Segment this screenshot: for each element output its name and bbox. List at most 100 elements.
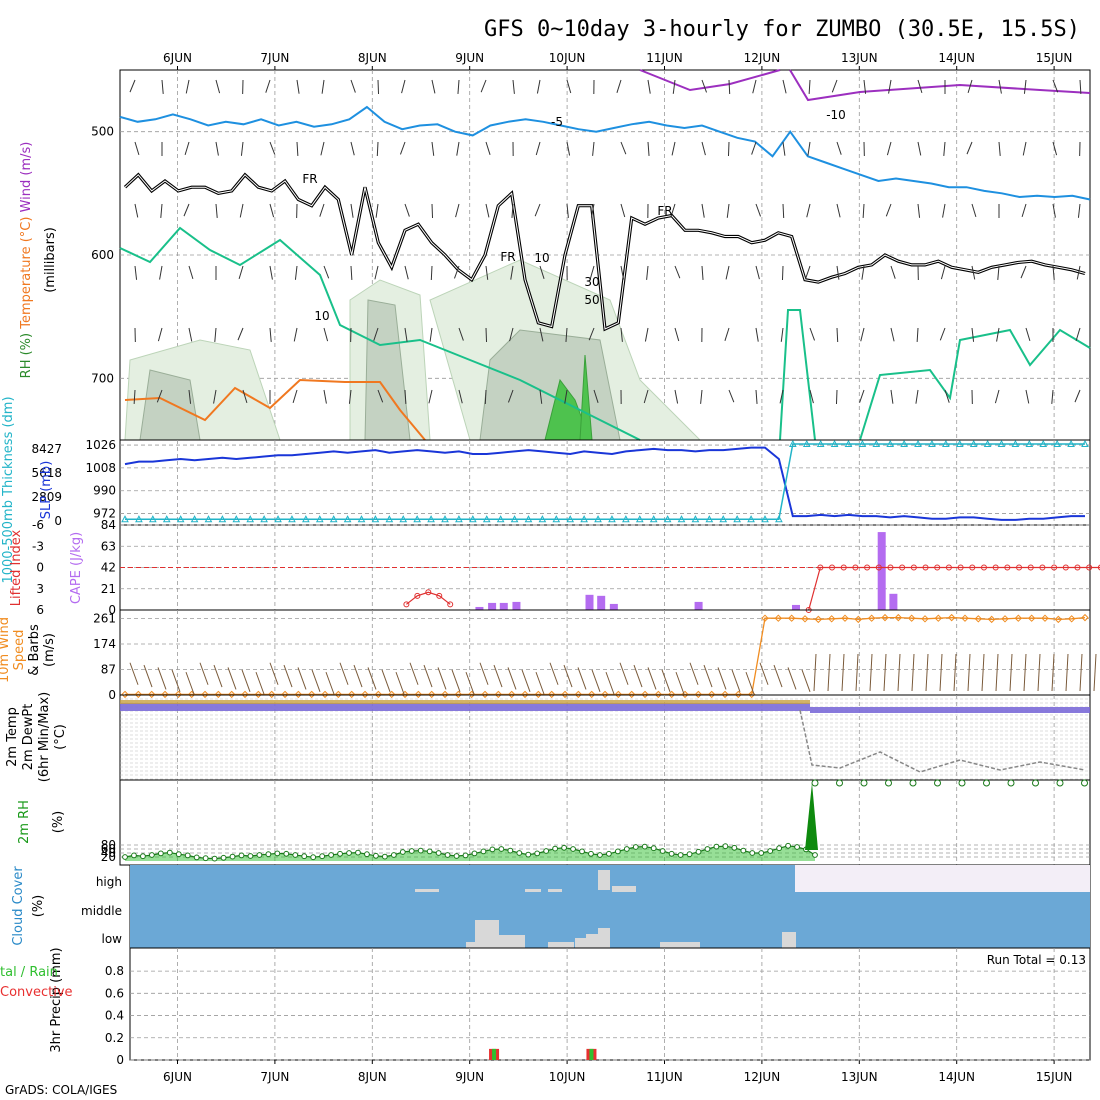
li-tick-label: 0 — [36, 561, 44, 575]
wind-barb — [214, 327, 217, 342]
surface-wind-barb — [967, 653, 971, 692]
wind-barb — [1052, 265, 1055, 280]
wind-barb — [215, 141, 219, 156]
wind-speed-marker — [827, 615, 836, 623]
wind-speed-marker — [494, 690, 503, 699]
thickness-marker — [719, 515, 728, 523]
wind-barb — [755, 327, 759, 342]
dewpoint-band — [120, 700, 810, 704]
wind-speed-marker — [374, 690, 383, 699]
thickness-marker — [788, 439, 797, 447]
cape-bar — [512, 601, 521, 610]
x-tick-label-bottom: 12JUN — [744, 1070, 781, 1084]
surface-wind-barb — [801, 669, 811, 692]
wind-barb — [836, 203, 841, 218]
rh-marker — [534, 850, 541, 857]
wind-speed-marker — [214, 690, 223, 699]
wind-barb — [886, 141, 892, 156]
rh-marker — [525, 851, 532, 858]
wind-barb — [808, 79, 811, 94]
cloud-level-label: middle — [81, 904, 122, 918]
wind-barb — [917, 141, 922, 156]
wind-barb — [751, 141, 757, 155]
surface-wind-barb — [171, 669, 181, 692]
wind-speed-marker — [507, 690, 516, 699]
wind-speed-marker — [227, 690, 236, 699]
surface-wind-barb — [521, 669, 531, 692]
chart-title: GFS 0~10day 3-hourly for ZUMBO (30.5E, 1… — [484, 17, 1080, 42]
wind-barb — [294, 265, 298, 280]
rh-marker — [364, 851, 370, 858]
x-tick-label-bottom: 7JUN — [260, 1070, 289, 1084]
thickness-marker — [552, 515, 561, 523]
rh-marker — [588, 850, 594, 857]
cloud-gap — [782, 932, 796, 948]
wind-speed-marker — [641, 690, 649, 699]
temp-axis-title: 2m Temp2m DewPt(6hr Min/Max)(°C) — [5, 692, 68, 782]
rh-tick-label: 80 — [101, 838, 116, 852]
x-tick-label-top: 12JUN — [744, 51, 781, 65]
wind-barb — [1020, 265, 1027, 279]
surface-wind-barb — [633, 664, 643, 688]
wind-barb — [376, 141, 379, 156]
li-marker — [447, 601, 454, 608]
rh-marker — [597, 852, 603, 858]
wind-barb — [616, 79, 622, 93]
rh-marker — [983, 779, 990, 787]
thickness-marker — [427, 515, 435, 523]
surface-wind-barb — [577, 667, 587, 690]
x-tick-label-bottom: 13JUN — [841, 1070, 878, 1084]
rh-marker — [175, 851, 182, 858]
wind-barb — [998, 79, 1002, 94]
wind-barb — [431, 203, 434, 218]
wind-speed-marker — [281, 690, 289, 699]
temp-contour-minus5 — [119, 105, 1091, 201]
wind-speed-marker — [721, 690, 729, 699]
wind-barb — [321, 79, 325, 94]
wind-barb — [971, 203, 977, 218]
li-marker — [403, 601, 410, 608]
surface-wind-barb — [1023, 653, 1027, 692]
thickness-marker — [524, 515, 533, 523]
wind-speed-marker — [147, 690, 156, 699]
wind-barb — [836, 141, 842, 155]
thickness-marker — [441, 515, 449, 523]
thickness-marker — [983, 439, 992, 447]
wind-barb — [404, 327, 408, 342]
wind-barb — [724, 327, 730, 341]
precip-bar-rain — [589, 1048, 594, 1060]
wind-barb — [728, 389, 735, 403]
thickness-marker — [1039, 439, 1048, 447]
surface-wind-barb — [675, 671, 685, 695]
precip-panel-frame — [129, 947, 1091, 1061]
wind-speed-marker — [894, 613, 903, 622]
rh-marker — [958, 779, 966, 787]
surface-wind-barb — [381, 669, 391, 692]
wind-barb — [215, 203, 218, 218]
wind-speed-marker — [934, 614, 943, 622]
cloud-gap — [548, 942, 574, 948]
wind-barb — [1077, 203, 1081, 218]
wind-axis-title: 10m WindSpeed& Barbs(m/s) — [0, 617, 57, 683]
thickness-marker — [816, 439, 825, 447]
wind-barb — [861, 265, 865, 280]
cape-tick-label: 21 — [101, 582, 116, 596]
wind-barb — [375, 203, 379, 218]
wind-barb — [374, 265, 379, 280]
wind-speed-marker — [387, 690, 396, 699]
wind-barb — [215, 79, 221, 94]
li-marker — [922, 564, 929, 571]
thickness-marker — [942, 439, 950, 447]
wind-speed-marker — [627, 690, 636, 699]
cloud-axis-title: Cloud Cover (%) — [11, 866, 46, 946]
thickness-marker — [872, 439, 881, 447]
surface-wind-barb — [995, 653, 999, 692]
temp-axis-title-part: (°C) — [53, 724, 68, 750]
wind-barb — [399, 141, 406, 155]
upper-axis-title-part: Temperature (°C) — [19, 212, 34, 329]
thickness-marker — [204, 515, 213, 523]
wind-barb — [238, 265, 244, 280]
thickness-marker — [677, 515, 686, 523]
rh-marker — [860, 779, 868, 787]
li-marker — [1004, 564, 1011, 571]
